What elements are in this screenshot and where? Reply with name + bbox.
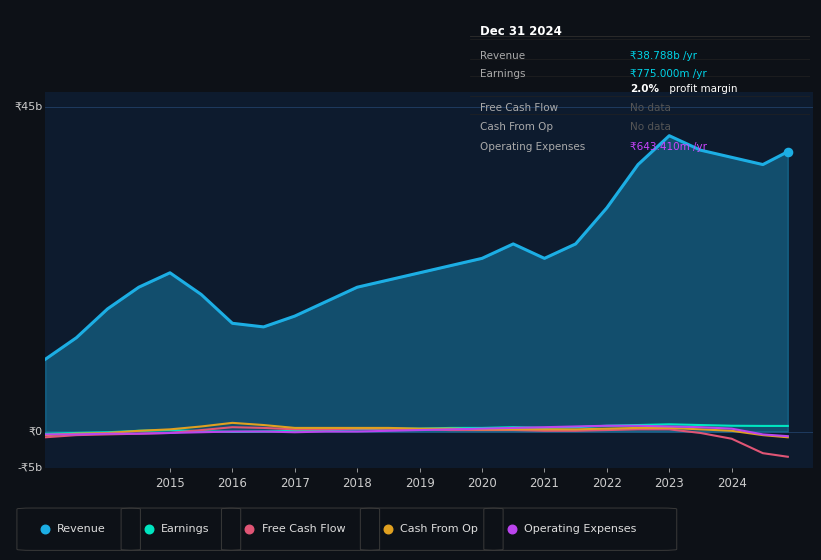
Text: Cash From Op: Cash From Op — [401, 524, 479, 534]
Point — [782, 147, 795, 156]
Text: Operating Expenses: Operating Expenses — [524, 524, 636, 534]
Text: profit margin: profit margin — [666, 84, 737, 94]
Text: Earnings: Earnings — [480, 69, 525, 79]
Text: Revenue: Revenue — [480, 50, 525, 60]
Point — [142, 525, 155, 534]
Text: Operating Expenses: Operating Expenses — [480, 142, 585, 152]
Text: -₹5b: -₹5b — [17, 463, 43, 473]
Text: Earnings: Earnings — [161, 524, 209, 534]
Text: ₹0: ₹0 — [29, 427, 43, 437]
Text: Free Cash Flow: Free Cash Flow — [262, 524, 345, 534]
Text: 2.0%: 2.0% — [630, 84, 658, 94]
Point — [243, 525, 256, 534]
Point — [38, 525, 51, 534]
Text: ₹775.000m /yr: ₹775.000m /yr — [630, 69, 707, 79]
Point — [382, 525, 395, 534]
Text: Dec 31 2024: Dec 31 2024 — [480, 25, 562, 38]
Text: Free Cash Flow: Free Cash Flow — [480, 103, 558, 113]
Point — [505, 525, 518, 534]
Text: ₹45b: ₹45b — [15, 102, 43, 112]
Text: ₹643.410m /yr: ₹643.410m /yr — [630, 142, 707, 152]
Text: Revenue: Revenue — [57, 524, 106, 534]
Text: ₹38.788b /yr: ₹38.788b /yr — [630, 50, 697, 60]
Text: No data: No data — [630, 122, 671, 132]
Text: No data: No data — [630, 103, 671, 113]
Text: Cash From Op: Cash From Op — [480, 122, 553, 132]
